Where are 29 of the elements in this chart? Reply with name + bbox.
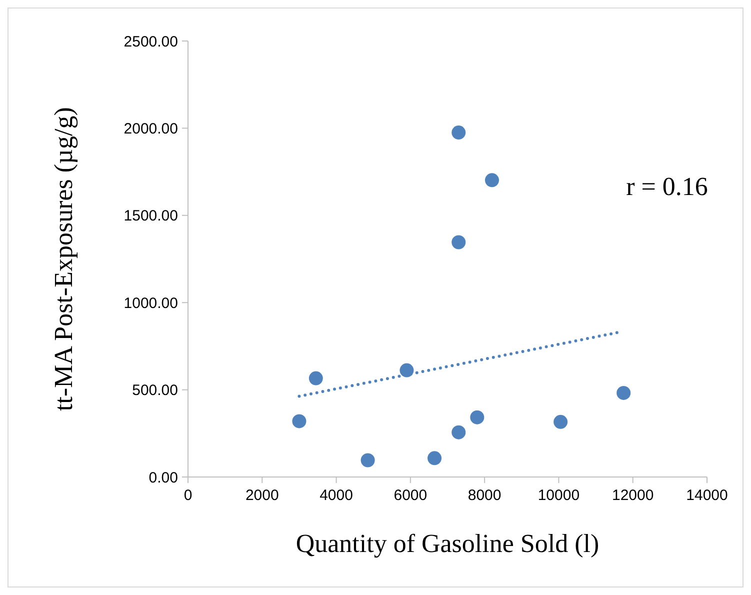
point: [452, 425, 466, 440]
point: [400, 363, 414, 378]
point: [616, 386, 631, 400]
y-axis-title: tt-MA Post-Exposures (µg/g): [49, 107, 78, 411]
y-tick-label: 500.00: [132, 382, 178, 400]
x-tick-label: 0: [184, 487, 192, 504]
point: [308, 371, 323, 386]
point: [428, 451, 442, 466]
y-tick-label: 2000.00: [124, 120, 178, 138]
y-tick-label: 0.00: [148, 469, 178, 486]
point: [484, 173, 499, 188]
annotation: r = 0.16: [626, 172, 708, 202]
y-tick-label: 1500.00: [124, 208, 178, 225]
point: [360, 453, 375, 468]
x-tick-label: 12000: [612, 487, 654, 504]
y-tick-label: 1000.00: [124, 294, 178, 312]
x-tick-label: 4000: [320, 487, 353, 504]
point: [554, 414, 568, 429]
x-tick-label: 2000: [245, 487, 279, 504]
x-tick-label: 6000: [394, 487, 428, 504]
point: [452, 235, 466, 250]
point: [292, 414, 306, 428]
x-tick-label: 14000: [686, 487, 728, 504]
x-tick-label: 8000: [468, 487, 502, 504]
x-tick-label: 10000: [538, 487, 580, 504]
point: [470, 410, 484, 424]
x-axis-title: Quantity of Gasoline Sold (l): [296, 529, 600, 558]
point: [452, 126, 466, 140]
y-tick-label: 2500.00: [124, 33, 178, 50]
